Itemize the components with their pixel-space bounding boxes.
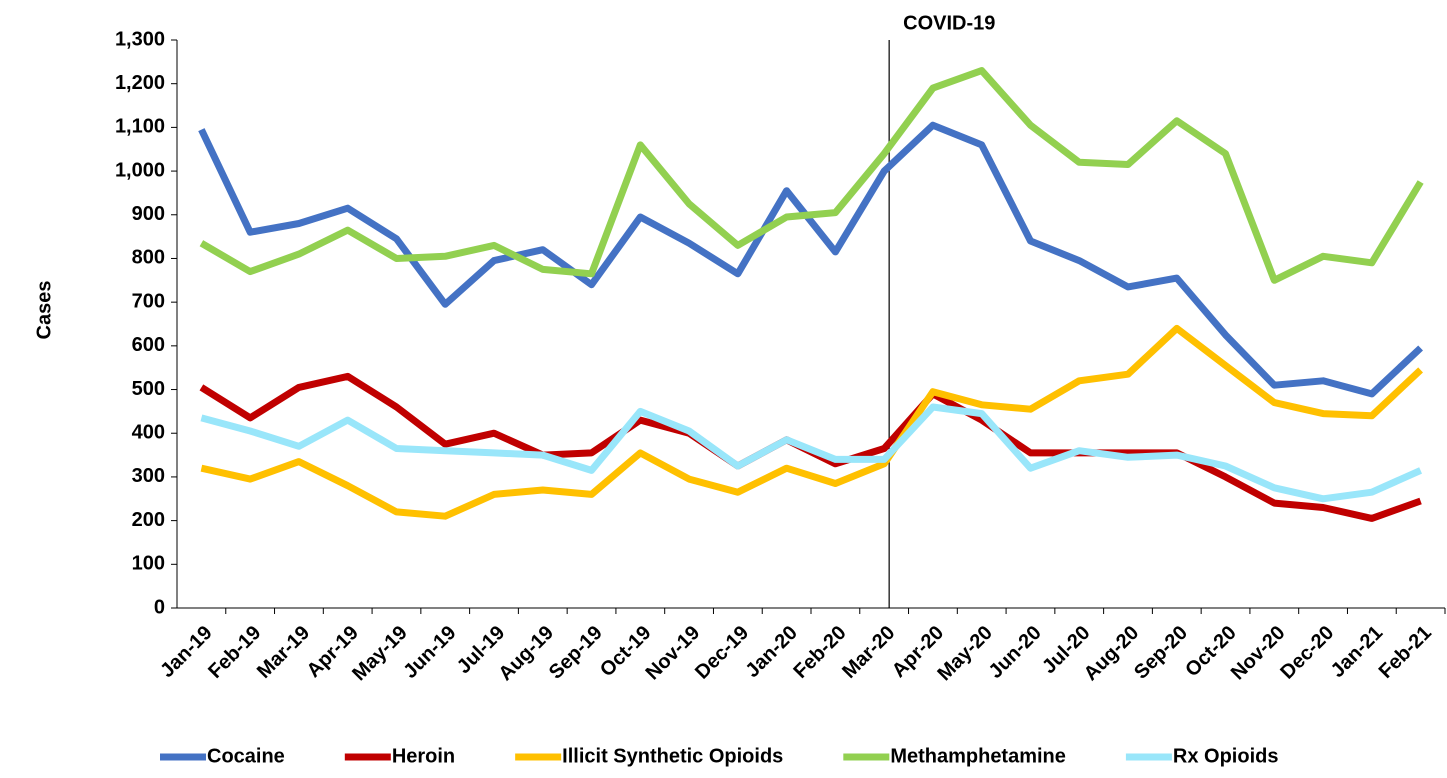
x-tick-label: Feb-21 bbox=[1375, 622, 1436, 683]
y-tick-label: 200 bbox=[132, 509, 165, 531]
x-tick-label: Jan-21 bbox=[1327, 622, 1387, 682]
series-line bbox=[200, 403, 1423, 503]
x-tick-label: Sep-20 bbox=[1130, 622, 1192, 684]
x-tick-label: Nov-19 bbox=[642, 622, 705, 685]
x-tick-label: Nov-20 bbox=[1227, 622, 1290, 685]
y-tick-label: 500 bbox=[132, 378, 165, 400]
legend-label: Illicit Synthetic Opioids bbox=[562, 745, 783, 767]
x-tick-label: May-19 bbox=[348, 622, 412, 686]
y-tick-label: 700 bbox=[132, 290, 165, 312]
series-line bbox=[198, 121, 1423, 398]
x-tick-label: Mar-19 bbox=[253, 622, 314, 683]
x-tick-label: Aug-20 bbox=[1080, 622, 1143, 685]
y-tick-label: 1,100 bbox=[115, 116, 165, 138]
annotation: COVID-19 bbox=[903, 12, 995, 34]
y-tick-label: 1,000 bbox=[115, 159, 165, 181]
x-tick-label: Jan-20 bbox=[742, 622, 802, 682]
legend-label: Cocaine bbox=[207, 745, 285, 767]
x-tick-label: Feb-19 bbox=[204, 622, 265, 683]
x-tick-label: Jan-19 bbox=[156, 622, 216, 682]
y-tick-label: 0 bbox=[154, 596, 165, 618]
x-tick-label: Jun-19 bbox=[399, 622, 460, 683]
legend-label: Rx Opioids bbox=[1173, 745, 1279, 767]
x-tick-label: Dec-20 bbox=[1276, 622, 1338, 684]
y-axis-label: Cases bbox=[33, 281, 55, 340]
x-tick-label: Dec-19 bbox=[691, 622, 753, 684]
y-tick-label: 600 bbox=[132, 334, 165, 356]
x-tick-label: Feb-20 bbox=[790, 622, 851, 683]
x-tick-label: Mar-20 bbox=[838, 622, 899, 683]
y-tick-label: 1,300 bbox=[115, 28, 165, 50]
x-tick-label: May-20 bbox=[933, 622, 997, 686]
y-tick-label: 1,200 bbox=[115, 72, 165, 94]
y-tick-label: 300 bbox=[132, 465, 165, 487]
y-tick-label: 100 bbox=[132, 553, 165, 575]
y-tick-label: 900 bbox=[132, 203, 165, 225]
legend-label: Heroin bbox=[392, 745, 455, 767]
y-tick-label: 800 bbox=[132, 247, 165, 269]
y-tick-label: 400 bbox=[132, 422, 165, 444]
series-line bbox=[200, 324, 1423, 520]
x-tick-label: Aug-19 bbox=[495, 622, 558, 685]
legend-label: Methamphetamine bbox=[890, 745, 1066, 767]
series-line bbox=[199, 67, 1424, 284]
x-tick-label: Jun-20 bbox=[985, 622, 1046, 683]
x-tick-label: Sep-19 bbox=[545, 622, 607, 684]
